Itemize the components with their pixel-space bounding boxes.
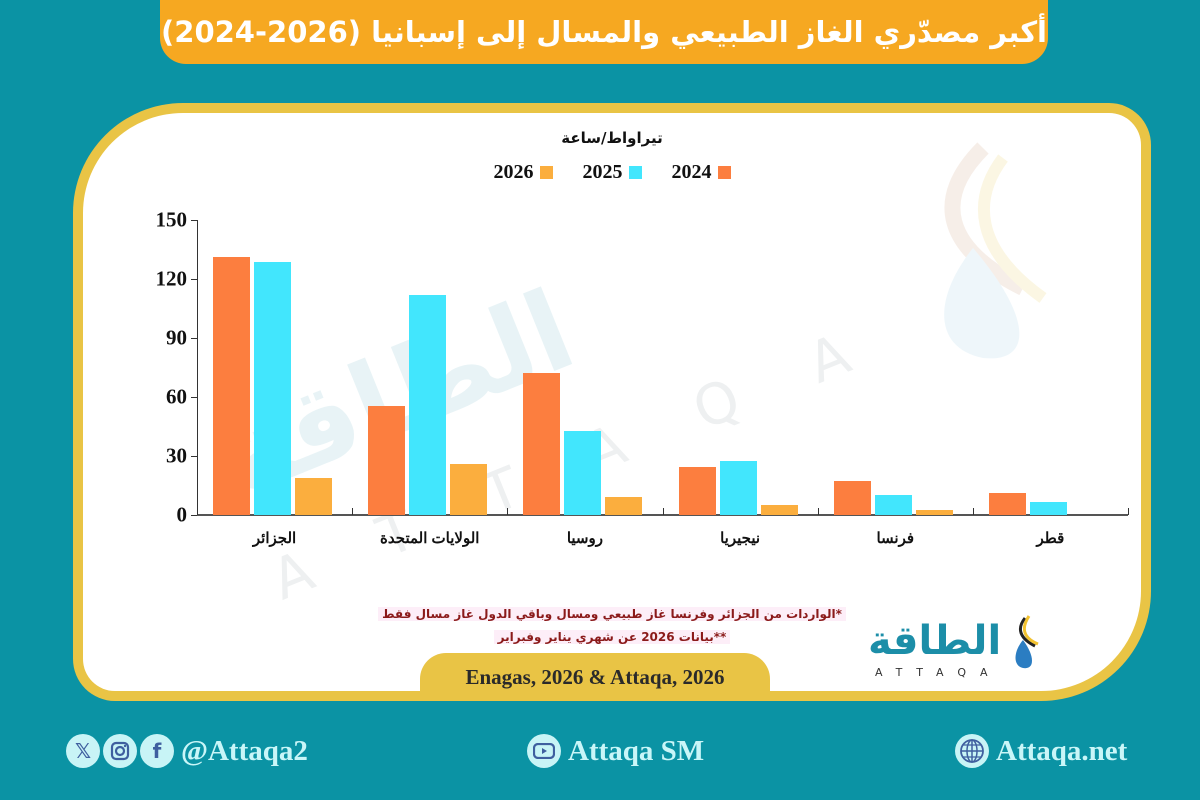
footnote-1: *الواردات من الجزائر وفرنسا غاز طبيعي وم…: [83, 603, 1141, 626]
x-tick: [352, 508, 354, 515]
legend-swatch-2025: [628, 166, 642, 179]
youtube-handle[interactable]: Attaqa SM: [568, 734, 705, 767]
x-tick: [197, 508, 198, 515]
chart-card: الطاقة ATTAQA تيراواط/ساعة 2024 2025 202…: [73, 103, 1151, 701]
legend: 2024 2025 2026: [83, 161, 1141, 184]
social-links: 𝕏 f @Attaqa2: [66, 734, 308, 768]
logo-latin-text: ATTAQA: [875, 666, 1002, 679]
x-tick: [972, 508, 974, 515]
website-url[interactable]: Attaqa.net: [996, 734, 1128, 767]
bar-2025: [409, 294, 447, 515]
y-axis: [197, 220, 198, 515]
bar-2026: [915, 510, 953, 515]
footnote-2: **بيانات 2026 عن شهري يناير وفبراير: [83, 626, 1141, 649]
x-axis-label: فرنسا: [876, 530, 915, 547]
legend-item-2025: 2025: [583, 161, 642, 184]
bar-2024: [523, 373, 561, 515]
y-tick: [191, 338, 197, 339]
footer: 𝕏 f @Attaqa2 Attaqa SM Attaqa.net: [0, 730, 1200, 780]
x-axis-label: نيجيريا: [720, 530, 761, 547]
legend-label: 2025: [582, 161, 623, 183]
bar-2026: [295, 477, 332, 515]
x-tick: [507, 508, 509, 515]
legend-label: 2024: [671, 161, 712, 183]
x-axis-label: الجزائر: [252, 530, 297, 547]
x-tick: [1128, 508, 1129, 515]
youtube-icon[interactable]: [527, 734, 561, 768]
attaqa-logo: الطاقة ATTAQA: [863, 615, 1043, 688]
x-axis: [197, 514, 1128, 516]
social-handle[interactable]: @Attaqa2: [181, 734, 308, 767]
x-axis-label: روسيا: [566, 530, 603, 547]
logo-drop-icon: [1015, 615, 1039, 669]
bar-2025: [874, 495, 912, 515]
y-tick-label: 60: [166, 384, 187, 409]
y-tick: [191, 456, 197, 457]
x-axis-label: الولايات المتحدة: [380, 530, 480, 547]
y-tick-label: 150: [155, 207, 188, 232]
instagram-icon[interactable]: [103, 734, 137, 768]
y-tick: [191, 220, 197, 221]
bar-chart: 0 30 60 90 120 150 الجزائر الولايات المتحدة روسي…: [83, 113, 1141, 691]
x-axis-label: قطر: [1036, 530, 1065, 547]
x-tick: [662, 508, 664, 515]
y-tick-label: 90: [166, 325, 187, 350]
legend-item-2024: 2024: [672, 161, 731, 184]
bar-2025: [254, 262, 291, 515]
chart-title: أكبر مصدّري الغاز الطبيعي والمسال إلى إس…: [160, 0, 1048, 64]
legend-swatch-2026: [539, 166, 553, 179]
bar-2026: [450, 463, 488, 515]
y-tick-label: 120: [155, 266, 188, 291]
y-tick-label: 30: [166, 443, 187, 468]
bar-2026: [605, 497, 643, 515]
logo-arabic-text: الطاقة: [868, 618, 1003, 664]
bar-2026: [760, 505, 798, 515]
watermark-drop-icon: [944, 142, 1047, 359]
x-tick: [817, 508, 819, 515]
y-tick: [191, 397, 197, 398]
bar-2024: [833, 480, 871, 515]
bar-2024: [988, 493, 1026, 515]
legend-label: 2026: [493, 161, 534, 183]
bar-2024: [368, 405, 406, 515]
legend-swatch-2024: [717, 166, 731, 179]
globe-icon[interactable]: [955, 734, 989, 768]
y-unit-label: تيراواط/ساعة: [561, 129, 663, 147]
legend-item-2026: 2026: [494, 161, 553, 184]
footnotes: *الواردات من الجزائر وفرنسا غاز طبيعي وم…: [83, 603, 1141, 649]
bar-2024: [678, 466, 716, 515]
y-tick: [191, 515, 197, 516]
source-label: Enagas, 2026 & Attaqa, 2026: [420, 653, 770, 691]
bar-2025: [1029, 502, 1067, 515]
facebook-icon[interactable]: f: [140, 734, 174, 768]
bar-2024: [213, 257, 250, 515]
chart-card-inner: الطاقة ATTAQA تيراواط/ساعة 2024 2025 202…: [83, 113, 1141, 691]
x-icon[interactable]: 𝕏: [66, 734, 100, 768]
y-tick-label: 0: [176, 502, 188, 527]
y-tick: [191, 279, 197, 280]
youtube-link[interactable]: Attaqa SM: [527, 734, 704, 768]
bar-2025: [719, 460, 757, 515]
website-link[interactable]: Attaqa.net: [955, 734, 1127, 768]
bar-2025: [564, 431, 602, 515]
